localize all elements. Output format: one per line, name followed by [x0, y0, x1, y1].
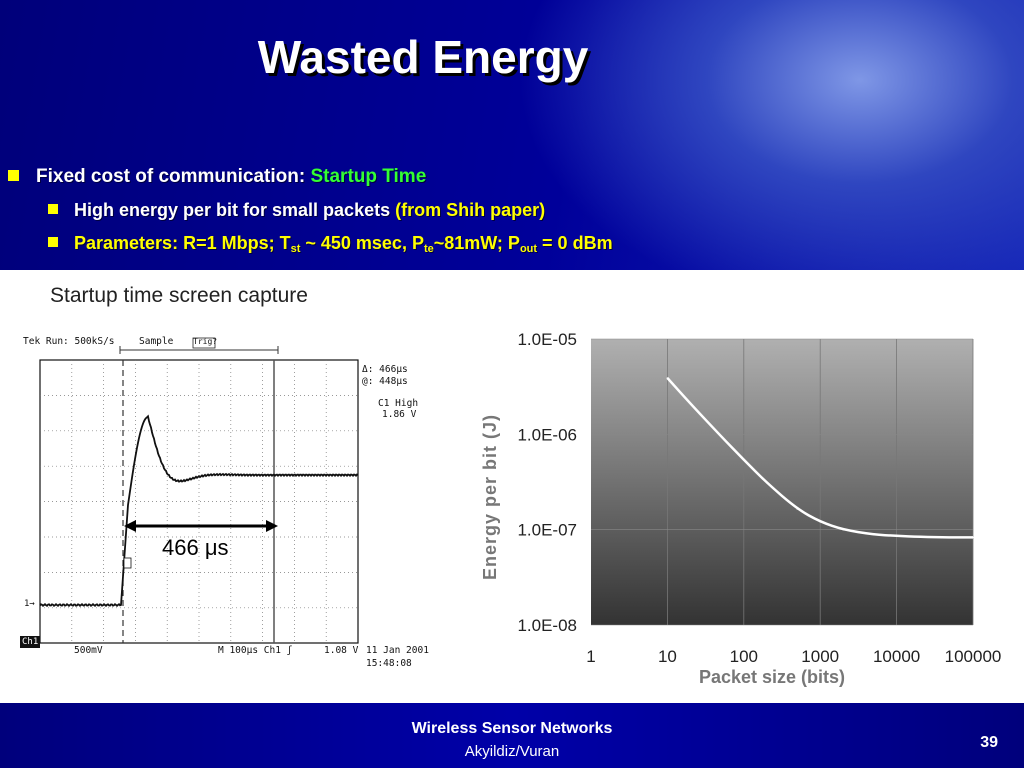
y-tick-label: 1.0E-08: [517, 616, 577, 635]
data-point: [743, 459, 745, 461]
y-tick-label: 1.0E-06: [517, 425, 577, 444]
bullet-fixed-cost: Fixed cost of communication: Startup Tim…: [8, 166, 427, 188]
scope-trace: [39, 414, 359, 608]
param-mid2: ~81mW; P: [433, 233, 520, 253]
data-point: [918, 536, 921, 538]
scope-c1-high-label: C1 High: [378, 398, 419, 409]
x-tick-label: 10000: [873, 647, 920, 666]
footer-course-title: Wireless Sensor Networks: [411, 720, 613, 737]
scope-bottom-volts: 500mV: [74, 645, 103, 656]
slide-title: Wasted Energy: [257, 31, 589, 83]
header-band: Wasted Energy Fixed cost of communicatio…: [0, 0, 1024, 270]
scope-measure-label: 466 μs: [162, 535, 229, 560]
bullet-square-icon: [48, 204, 58, 214]
scope-bottom-time: M 100μs Ch1 ʃ: [218, 645, 293, 656]
scope-graphic: [20, 337, 359, 648]
energy-chart-svg: 1 10 100 1000 10000 100000 1.0E-05 1.0E-06 1.0E-…: [480, 330, 1002, 687]
scope-ch1-marker: 1→: [24, 599, 35, 609]
x-tick-label: 10: [658, 647, 677, 666]
scope-date: 11 Jan 2001: [366, 645, 429, 656]
scope-caption: Startup time screen capture: [50, 284, 308, 307]
x-tick-label: 1: [586, 647, 595, 666]
scope-bottom-ch1: Ch1: [22, 637, 39, 647]
data-point: [766, 482, 768, 484]
scope-sample-label: Sample: [139, 336, 174, 347]
y-tick-label: 1.0E-07: [517, 521, 577, 540]
param-sub-st: st: [290, 243, 301, 255]
param-mid1: ~ 450 msec, P: [300, 233, 424, 253]
x-axis-label: Packet size (bits): [699, 667, 845, 687]
scope-delta-readout: Δ: 466μs: [362, 364, 408, 375]
y-axis-label: Energy per bit (J): [480, 414, 500, 580]
scope-c1-high-value: 1.86 V: [382, 409, 417, 420]
footer-authors: Akyildiz/Vuran: [464, 743, 560, 760]
data-point: [972, 536, 974, 539]
bullet-square-icon: [8, 170, 19, 181]
page-number: 39: [980, 734, 998, 751]
param-sub-te: te: [423, 243, 434, 255]
scope-at-readout: @: 448μs: [362, 376, 408, 387]
bullet-square-icon: [48, 237, 58, 247]
bullet-parameters: Parameters: R=1 Mbps; Tst ~ 450 msec, Pt…: [48, 233, 613, 255]
footer-band: Wireless Sensor Networks Akyildiz/Vuran …: [0, 703, 1024, 768]
bullet-highlight-source: (from Shih paper): [395, 200, 546, 220]
param-sub-out: out: [519, 243, 538, 255]
oscilloscope-capture: Tek Run: 500kS/s Sample Trig? Δ: 466μs @…: [20, 330, 440, 675]
data-point: [949, 536, 951, 539]
x-tick-label: 100: [730, 647, 758, 666]
bullet-high-energy: High energy per bit for small packets (f…: [48, 200, 546, 221]
bullet-highlight-startup-time: Startup Time: [310, 166, 427, 187]
scope-bottom-trig-level: 1.08 V: [324, 645, 359, 656]
data-point: [895, 535, 898, 537]
data-point: [689, 402, 692, 405]
plot-area: [591, 339, 973, 625]
data-point: [819, 521, 821, 523]
y-tick-label: 1.0E-05: [517, 330, 577, 349]
scope-trig-label: Trig?: [193, 337, 218, 346]
bullet-text: High energy per bit for small packets: [74, 200, 396, 220]
data-point: [796, 508, 798, 510]
energy-chart: 1 10 100 1000 10000 100000 1.0E-05 1.0E-06 1.0E-…: [470, 325, 1024, 700]
x-tick-label: 100000: [945, 647, 1002, 666]
param-prefix: Parameters: R=1 Mbps; T: [74, 233, 291, 253]
data-point: [666, 377, 669, 379]
param-suffix: = 0 dBm: [537, 233, 613, 253]
data-point: [872, 533, 875, 536]
scope-time: 15:48:08: [366, 658, 412, 669]
scope-run-label: Tek Run: 500kS/s: [23, 336, 115, 347]
x-tick-label: 1000: [801, 647, 839, 666]
series-line: [666, 377, 973, 539]
data-point: [842, 528, 844, 531]
bullet-text: Fixed cost of communication:: [36, 166, 311, 187]
data-point: [720, 435, 722, 437]
